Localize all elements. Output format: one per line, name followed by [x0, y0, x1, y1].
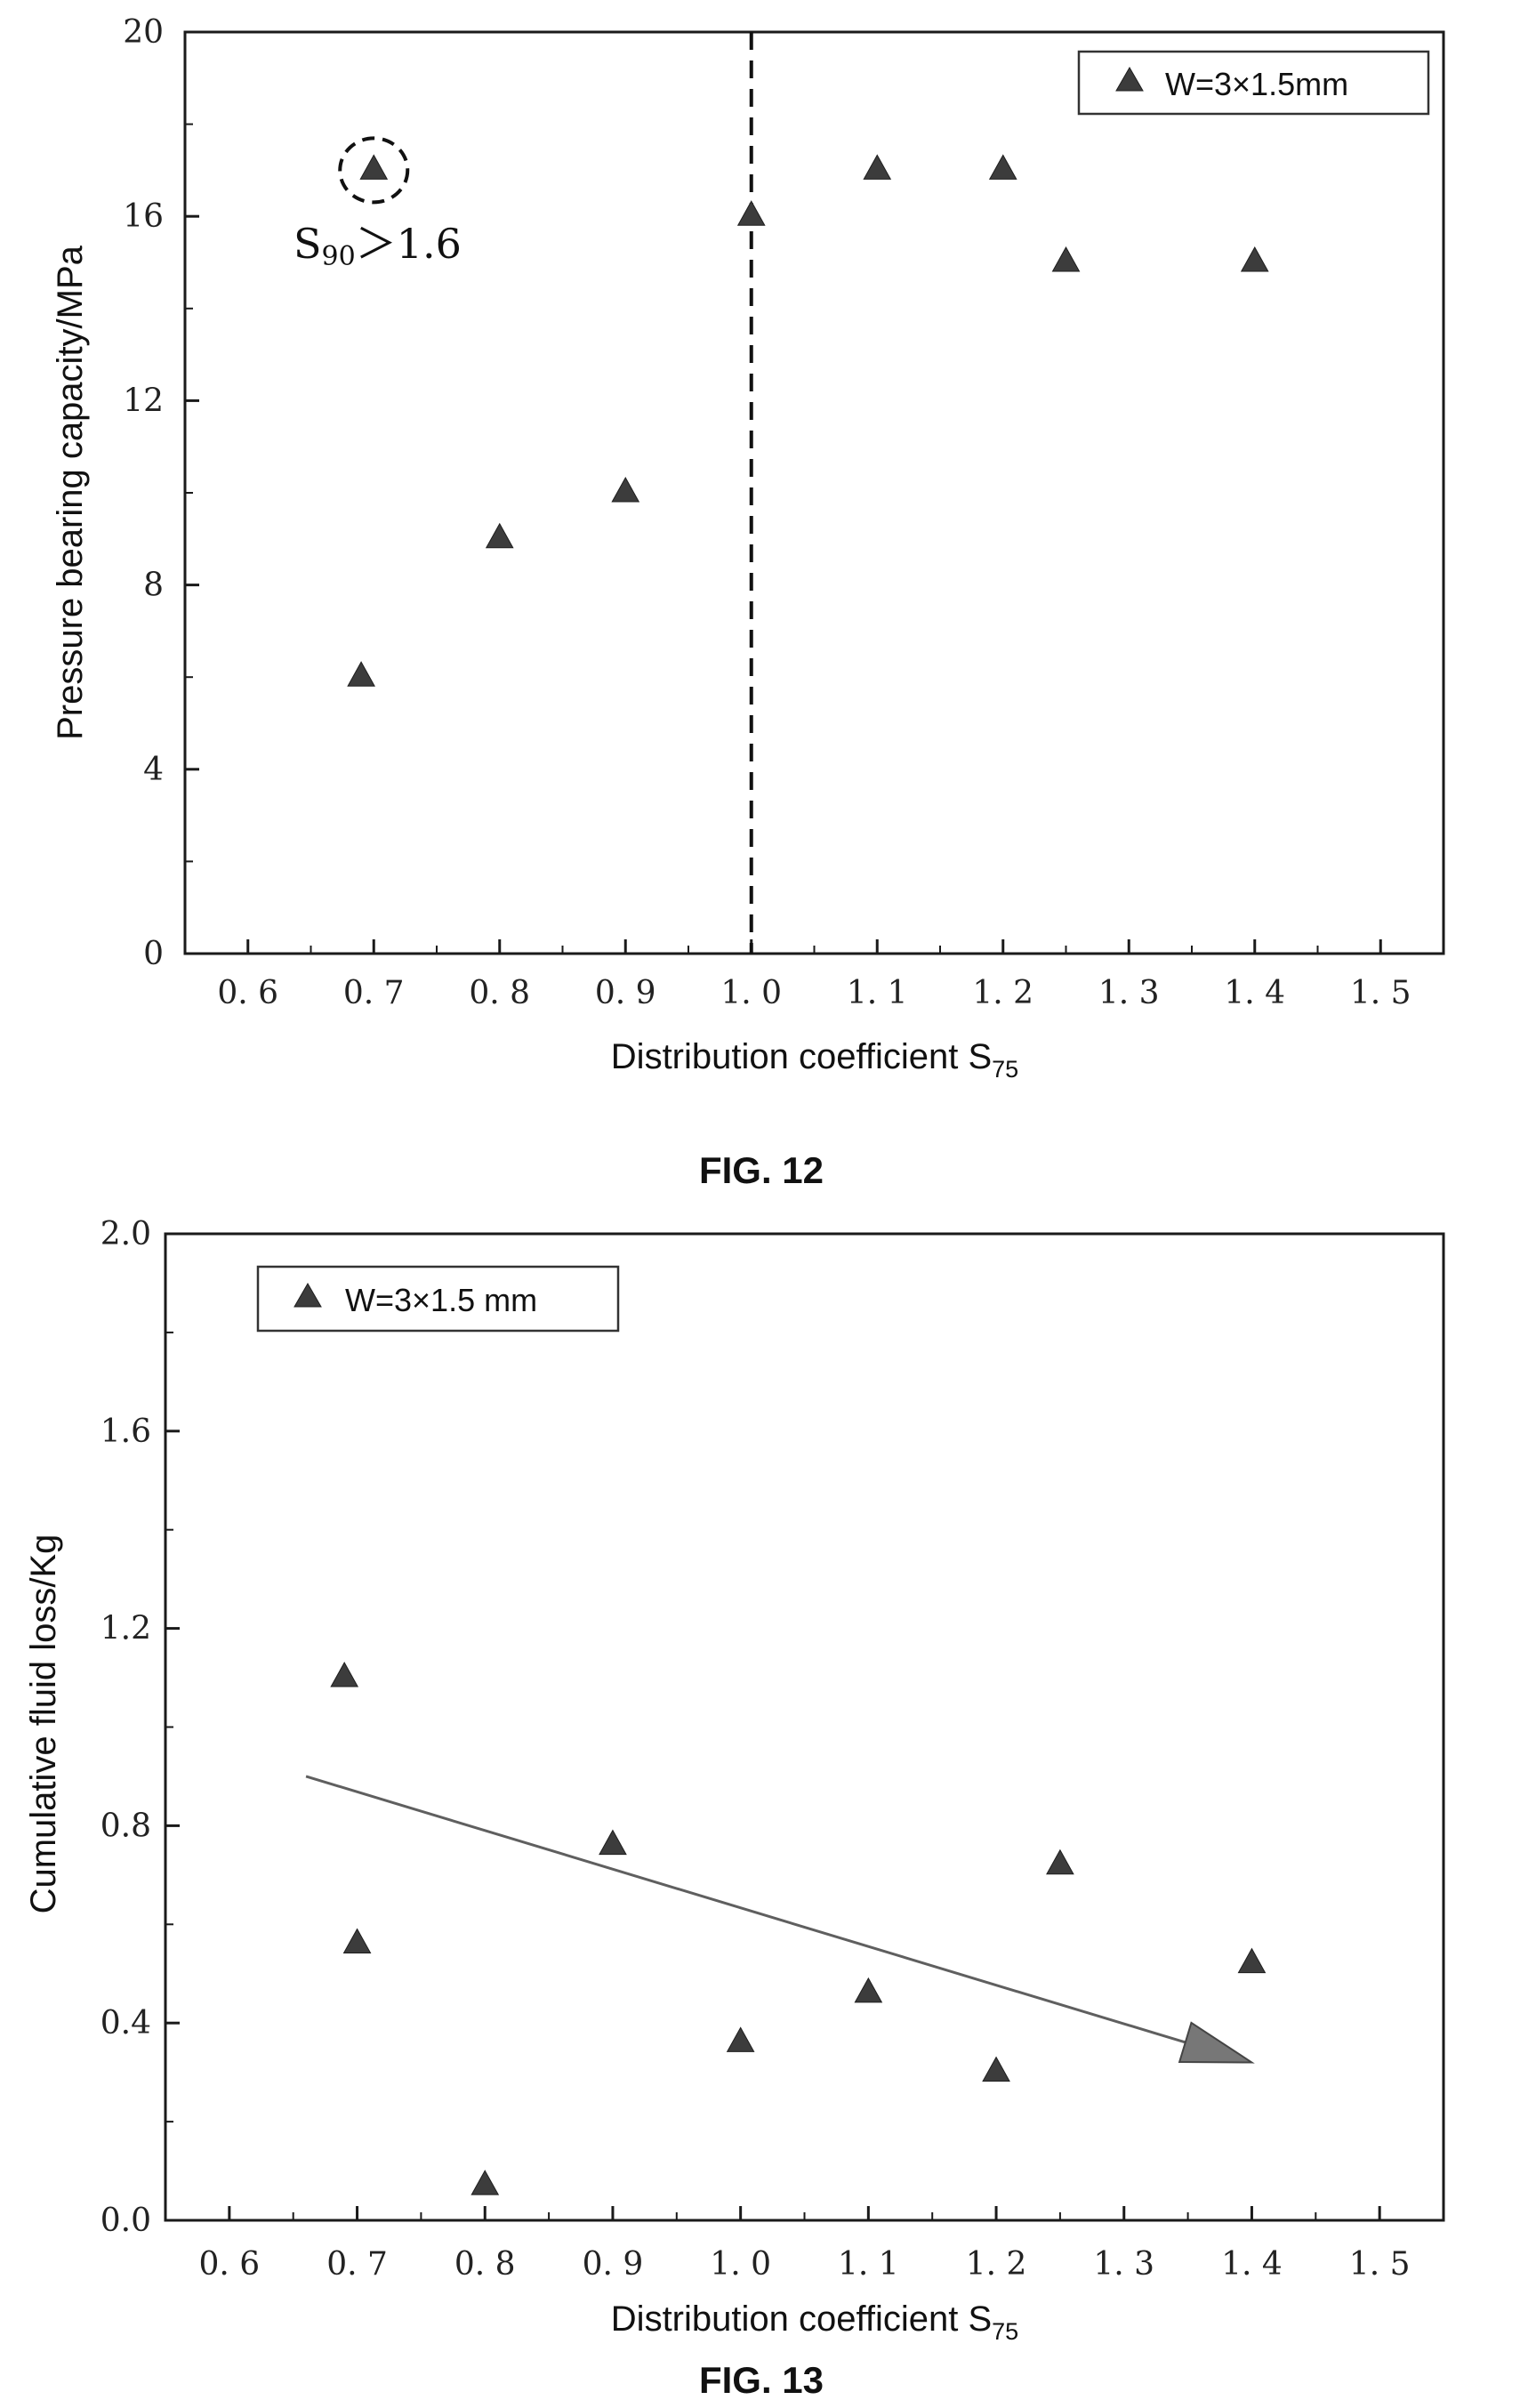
- x-tick-label: 0. 9: [595, 975, 656, 1011]
- annotation-circle: [338, 136, 410, 205]
- y-tick-label: 1.2: [101, 1611, 151, 1647]
- y-tick-label: 20: [123, 14, 164, 51]
- x-tick-label: 1. 3: [1093, 2246, 1154, 2283]
- data-point-triangle: [359, 154, 389, 180]
- data-point-triangle: [1046, 1848, 1074, 1875]
- y-tick-label: 0.8: [101, 1808, 151, 1844]
- y-tick-label: 8: [143, 568, 164, 604]
- y-tick-label: 12: [123, 383, 164, 419]
- y-tick-label: 0: [143, 936, 164, 972]
- x-tick-label: 1. 3: [1098, 975, 1160, 1011]
- annotation-label: S90＞1.6: [294, 220, 462, 272]
- y-tick-labels: 0.0 0.4 0.8 1.2 1.6 2.0: [101, 1216, 151, 2239]
- figure-caption: FIG. 13: [699, 2359, 824, 2401]
- data-point-triangle: [863, 154, 892, 180]
- series-markers: [347, 154, 1269, 687]
- legend-marker-triangle: [294, 1282, 322, 1308]
- x-tick-label: 1. 4: [1221, 2246, 1283, 2283]
- legend-marker-triangle: [1115, 66, 1144, 92]
- data-point-triangle: [599, 1829, 627, 1856]
- x-tick-label: 0. 7: [326, 2246, 388, 2283]
- legend-entry: W=3×1.5mm: [1165, 66, 1348, 102]
- y-axis-title: Cumulative fluid loss/Kg: [24, 1534, 63, 1914]
- data-point-triangle: [342, 1928, 372, 1953]
- data-point-triangle: [988, 154, 1017, 180]
- x-tick-labels: 0. 6 0. 7 0. 8 0. 9 1. 0 1. 1 1. 2 1. 3 1. 4 1. 5: [198, 2246, 1410, 2283]
- data-point-triangle: [1051, 246, 1081, 272]
- x-axis-title: Distribution coefficient S75: [611, 2299, 1018, 2345]
- data-point-triangle: [854, 1977, 883, 2003]
- data-point-triangle: [485, 522, 514, 549]
- axis-ticks: [185, 30, 1382, 955]
- data-point-triangle: [726, 2026, 755, 2052]
- x-tick-label: 1. 1: [838, 2246, 899, 2283]
- data-point-triangle: [736, 200, 766, 226]
- x-tick-label: 1. 5: [1349, 2246, 1411, 2283]
- x-tick-label: 0. 6: [217, 975, 278, 1011]
- x-tick-label: 1. 2: [966, 2246, 1027, 2283]
- figure-caption: FIG. 12: [699, 1149, 824, 1191]
- data-point-triangle: [470, 2170, 500, 2195]
- y-axis-title: Pressure bearing capacity/MPa: [51, 245, 90, 740]
- data-point-triangle: [347, 661, 375, 687]
- y-tick-label: 4: [143, 752, 164, 788]
- chart-fig13: 0.0 0.4 0.8 1.2 1.6 2.0 0. 6 0. 7 0. 8 0. 9 1. 0 1…: [24, 1216, 1445, 2401]
- x-tick-label: 0. 8: [469, 975, 530, 1011]
- x-tick-label: 1. 5: [1350, 975, 1411, 1011]
- data-point-triangle: [1237, 1947, 1267, 1974]
- data-point-triangle: [1240, 246, 1269, 272]
- x-tick-label: 0. 7: [343, 975, 405, 1011]
- data-point-triangle: [611, 476, 640, 503]
- chart-fig12: 0 4 8 12 16 20 0. 6 0. 7 0. 8 0. 9 1. 0 1. 1 1. 2 1.…: [51, 14, 1445, 1191]
- y-tick-label: 16: [123, 198, 164, 235]
- x-tick-label: 1. 0: [720, 975, 782, 1011]
- legend: W=3×1.5 mm: [256, 1265, 620, 1333]
- y-tick-label: 0.4: [101, 2005, 151, 2042]
- data-point-triangle: [982, 2056, 1010, 2082]
- x-tick-label: 0. 9: [583, 2246, 644, 2283]
- y-tick-label: 1.6: [101, 1413, 151, 1450]
- x-tick-labels: 0. 6 0. 7 0. 8 0. 9 1. 0 1. 1 1. 2 1. 3 1. 4 1. 5: [217, 975, 1411, 1011]
- x-axis-title: Distribution coefficient S75: [611, 1037, 1018, 1083]
- x-tick-label: 1. 2: [972, 975, 1033, 1011]
- x-tick-label: 1. 4: [1224, 975, 1285, 1011]
- data-point-triangle: [330, 1662, 359, 1687]
- x-tick-label: 1. 0: [710, 2246, 771, 2283]
- trend-arrow-head: [1178, 2021, 1255, 2064]
- x-tick-label: 0. 6: [198, 2246, 260, 2283]
- series-markers: [330, 1662, 1267, 2195]
- trend-arrow-line: [305, 1775, 1186, 2044]
- y-tick-label: 2.0: [101, 1216, 151, 1252]
- y-tick-labels: 0 4 8 12 16 20: [123, 14, 164, 972]
- y-tick-label: 0.0: [101, 2203, 151, 2239]
- legend: W=3×1.5mm: [1077, 50, 1430, 116]
- legend-entry: W=3×1.5 mm: [345, 1282, 537, 1318]
- legend-box: [256, 1265, 620, 1333]
- x-tick-label: 1. 1: [847, 975, 908, 1011]
- plot-frame: [164, 1232, 1445, 2222]
- axis-ticks: [165, 1232, 1381, 2222]
- x-tick-label: 0. 8: [454, 2246, 516, 2283]
